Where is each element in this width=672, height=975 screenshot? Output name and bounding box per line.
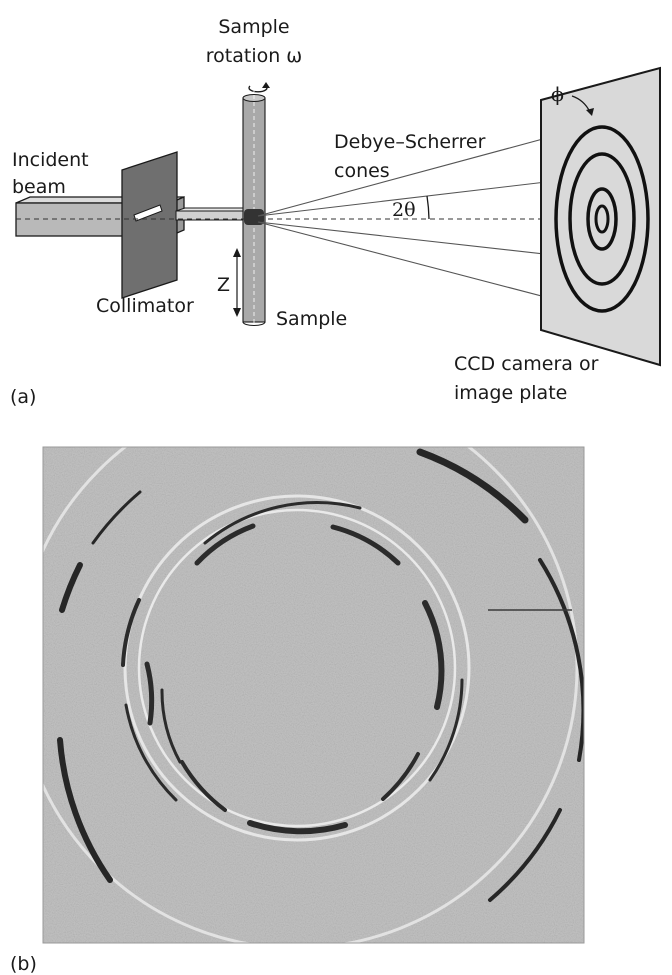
two-theta-label: 2θ (392, 199, 416, 221)
two-theta-arc (426, 195, 430, 220)
incident-beam-label-line1: Incident (12, 149, 89, 171)
debye-scherrer-cone-lines (257, 129, 581, 306)
faint-debye-rings (43, 447, 579, 943)
collimator-label: Collimator (96, 295, 194, 317)
detector-plate (540, 66, 661, 367)
debye-scherrer-label-line1: Debye–Scherrer (334, 131, 486, 153)
z-axis-arrow (233, 248, 241, 317)
z-axis-label: Z (217, 274, 230, 296)
inner-ring-arcs (121, 501, 464, 835)
rotation-arrow-icon (248, 82, 270, 93)
panel-a-label: (a) (10, 386, 36, 408)
panel-b-label: (b) (10, 953, 37, 975)
debye-scherrer-label-line2: cones (334, 160, 390, 182)
sample-label: Sample (276, 308, 347, 330)
collimator-plate (121, 151, 178, 299)
incident-beam-label-line2: beam (12, 176, 66, 198)
panel-a-diagram: Sample rotation ω Debye–Scherrer cones I… (10, 16, 661, 408)
sample-rotation-label-line2: rotation ω (206, 45, 302, 67)
sample-cylinder (242, 60, 266, 330)
diffraction-image-background (43, 447, 584, 943)
panel-b-diffraction-image: (b) (10, 446, 585, 975)
outer-ring-arcs (57, 448, 584, 902)
detector-label-line1: CCD camera or (454, 353, 599, 375)
sample-rotation-label-line1: Sample (218, 16, 289, 38)
detector-label-line2: image plate (454, 382, 567, 404)
phi-label: ϕ (551, 84, 564, 106)
